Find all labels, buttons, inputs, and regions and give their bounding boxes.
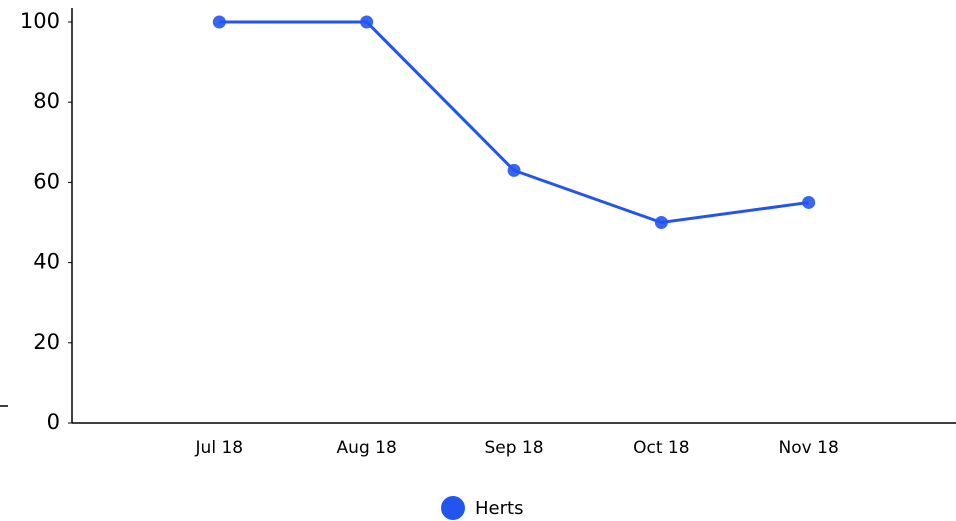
y-tick-label: 100	[20, 9, 60, 33]
y-tick-label: 40	[33, 250, 60, 274]
y-tick-label: 80	[33, 89, 60, 113]
y-tick-label: 0	[47, 410, 60, 434]
x-tick-label: Jul 18	[195, 438, 244, 458]
point	[507, 163, 521, 177]
point	[802, 195, 816, 209]
x-tick-label: Oct 18	[633, 438, 689, 458]
point	[654, 216, 668, 229]
x-tick-label: Aug 18	[337, 438, 397, 458]
y-tick-label: 20	[33, 330, 60, 354]
line	[219, 20, 809, 225]
legend-label: Herts	[475, 498, 523, 519]
x-tick-label: Nov 18	[779, 438, 839, 458]
x-tick-label: Sep 18	[484, 438, 543, 458]
y-tick-label: 60	[33, 169, 60, 193]
legend-marker	[441, 496, 465, 520]
point	[212, 15, 226, 29]
point	[360, 15, 374, 29]
